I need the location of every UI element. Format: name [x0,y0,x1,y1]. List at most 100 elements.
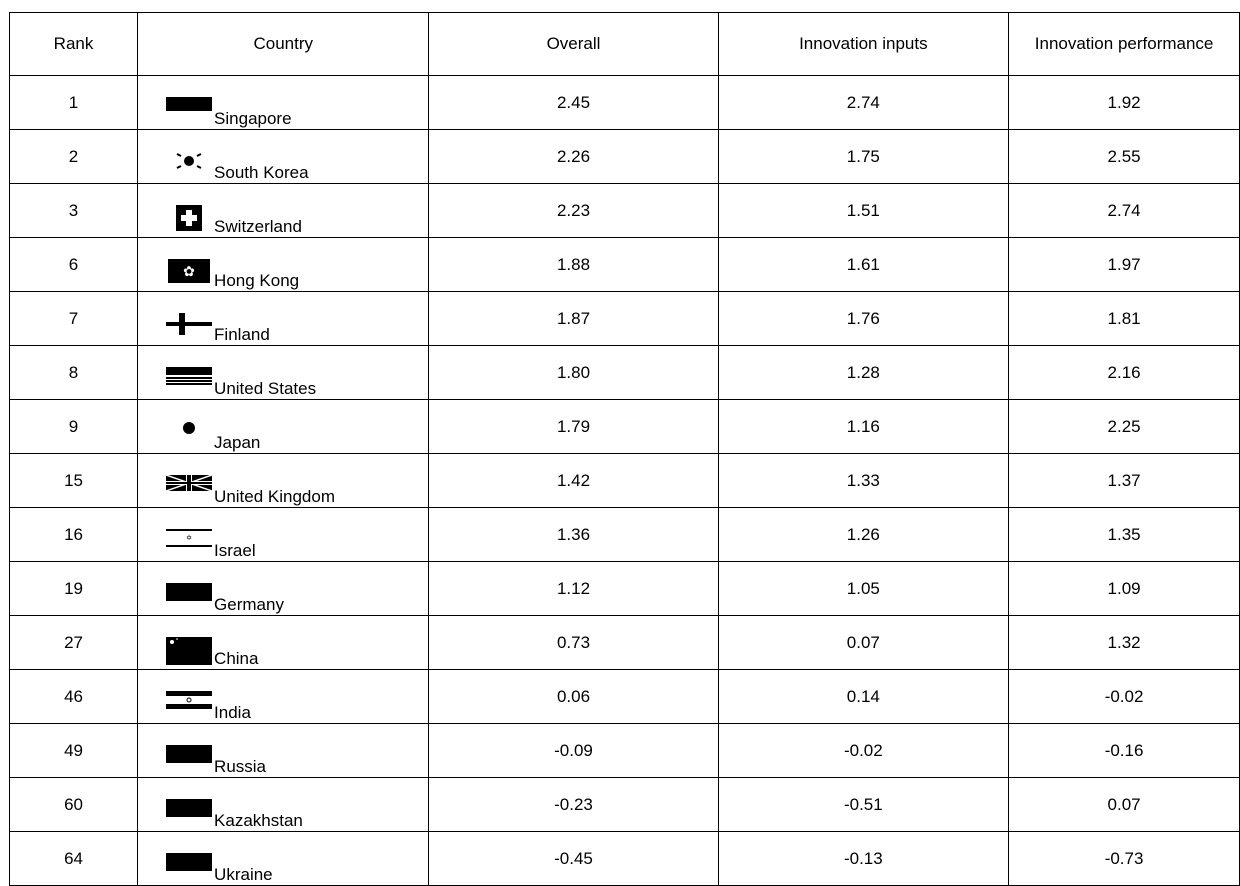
table-row: 46 India 0.06 0.14 -0.02 [8,669,1240,724]
innovation-inputs-cell: 1.26 [717,507,1010,562]
innovation-performance-cell: 1.37 [1008,453,1240,508]
kazakhstan-flag-icon [165,799,213,825]
overall-cell: 0.73 [428,615,719,670]
china-flag-icon [165,637,213,665]
ukraine-flag-icon [165,853,213,879]
table-row: 9 Japan 1.79 1.16 2.25 [8,399,1240,454]
overall-cell: 1.12 [428,561,719,616]
country-name: China [214,649,259,668]
overall-cell: -0.09 [428,723,719,778]
innovation-inputs-cell: -0.02 [717,723,1010,778]
overall-cell: 2.23 [428,183,719,238]
rank-cell: 60 [8,777,139,832]
rank-cell: 3 [8,183,139,238]
country-cell: Singapore [137,75,430,130]
innovation-performance-cell: 0.07 [1008,777,1240,832]
south-korea-flag-icon [165,151,213,177]
innovation-performance-cell: 2.74 [1008,183,1240,238]
country-name: United Kingdom [214,487,336,506]
country-cell: India [137,669,430,724]
country-name: Finland [214,325,270,344]
country-cell: ✡ Israel [137,507,430,562]
table-row: 19 Germany 1.12 1.05 1.09 [8,561,1240,616]
germany-flag-icon [165,583,213,609]
overall-cell: 1.36 [428,507,719,562]
country-name: India [214,703,251,722]
united-states-flag-icon [165,367,213,393]
country-name: Japan [214,433,261,452]
india-flag-icon [165,691,213,717]
country-cell: China [137,615,430,670]
singapore-flag-icon [165,97,213,123]
innovation-performance-cell: 1.81 [1008,291,1240,346]
rank-cell: 49 [8,723,139,778]
innovation-performance-cell: 1.35 [1008,507,1240,562]
country-name: Russia [214,757,267,776]
rank-cell: 1 [8,75,139,130]
rank-cell: 7 [8,291,139,346]
overall-cell: 1.42 [428,453,719,508]
overall-cell: -0.45 [428,831,719,886]
table-row: 8 United States 1.80 1.28 2.16 [8,345,1240,400]
innovation-performance-cell: 1.32 [1008,615,1240,670]
innovation-inputs-cell: 1.28 [717,345,1010,400]
country-cell: Russia [137,723,430,778]
country-cell: Ukraine [137,831,430,886]
innovation-inputs-cell: 2.74 [717,75,1010,130]
header-innovation-performance: Innovation performance [1008,12,1240,76]
rank-cell: 15 [8,453,139,508]
russia-flag-icon [165,745,213,771]
innovation-inputs-cell: -0.51 [717,777,1010,832]
country-cell: Kazakhstan [137,777,430,832]
country-cell: Finland [137,291,430,346]
svg-text:✡: ✡ [186,534,192,542]
header-overall: Overall [428,12,719,76]
country-name: Ukraine [214,865,273,884]
header-rank: Rank [8,12,139,76]
table-row: 2 South Korea 2.26 1.75 2.55 [8,129,1240,184]
header-country: Country [137,12,430,76]
innovation-performance-cell: 2.25 [1008,399,1240,454]
table-row: 3 Switzerland 2.23 1.51 2.74 [8,183,1240,238]
innovation-ranking-table: Rank Country Overall Innovation inputs I… [8,12,1240,886]
overall-cell: 0.06 [428,669,719,724]
table-row: 64 Ukraine -0.45 -0.13 -0.73 [8,831,1240,886]
country-name: United States [214,379,317,398]
overall-cell: 1.87 [428,291,719,346]
table-row: 16 ✡ Israel 1.36 1.26 1.35 [8,507,1240,562]
country-cell: ✿ Hong Kong [137,237,430,292]
rank-cell: 46 [8,669,139,724]
innovation-inputs-cell: -0.13 [717,831,1010,886]
innovation-performance-cell: -0.73 [1008,831,1240,886]
innovation-inputs-cell: 1.16 [717,399,1010,454]
innovation-inputs-cell: 1.61 [717,237,1010,292]
innovation-performance-cell: 1.97 [1008,237,1240,292]
innovation-performance-cell: -0.16 [1008,723,1240,778]
innovation-inputs-cell: 1.51 [717,183,1010,238]
innovation-inputs-cell: 0.14 [717,669,1010,724]
rank-cell: 64 [8,831,139,886]
country-name: Kazakhstan [214,811,303,830]
country-name: Israel [214,541,256,560]
switzerland-flag-icon [165,205,213,231]
innovation-inputs-cell: 1.05 [717,561,1010,616]
country-name: Germany [214,595,284,614]
finland-flag-icon [165,313,213,339]
table-row: 15 United Kingdom 1.42 1.33 1.37 [8,453,1240,508]
innovation-performance-cell: 1.09 [1008,561,1240,616]
rank-cell: 16 [8,507,139,562]
table-row: 1 Singapore 2.45 2.74 1.92 [8,75,1240,130]
country-cell: United Kingdom [137,453,430,508]
country-cell: Germany [137,561,430,616]
overall-cell: 1.79 [428,399,719,454]
innovation-inputs-cell: 1.76 [717,291,1010,346]
innovation-inputs-cell: 0.07 [717,615,1010,670]
overall-cell: 1.80 [428,345,719,400]
table-row: 7 Finland 1.87 1.76 1.81 [8,291,1240,346]
table-row: 60 Kazakhstan -0.23 -0.51 0.07 [8,777,1240,832]
overall-cell: -0.23 [428,777,719,832]
innovation-inputs-cell: 1.75 [717,129,1010,184]
table-row: 6 ✿ Hong Kong 1.88 1.61 1.97 [8,237,1240,292]
united-kingdom-flag-icon [165,475,213,501]
table-row: 27 China 0.73 0.07 1.32 [8,615,1240,670]
